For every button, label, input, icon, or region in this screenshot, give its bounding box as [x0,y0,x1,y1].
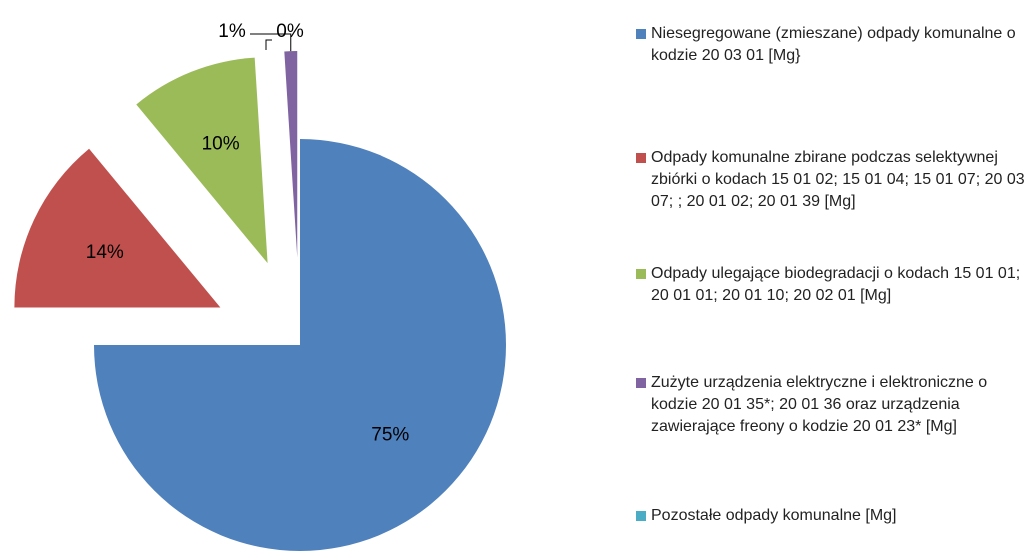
data-label: 14% [86,242,124,263]
pie-slice [94,139,506,551]
legend-entry: Niesegregowane (zmieszane) odpady komuna… [636,23,1024,67]
pie-slice [14,148,221,308]
legend-label: Pozostałe odpady komunalne [Mg] [651,507,897,524]
legend-label: Zużyte urządzenia elektryczne i elektron… [651,374,988,435]
data-label: 10% [202,133,240,154]
legend-entry: Zużyte urządzenia elektryczne i elektron… [636,372,1024,438]
pie-slice [284,51,298,258]
legend-entry: Odpady komunalne zbirane podczas selekty… [636,147,1024,213]
legend-swatch [636,29,646,39]
legend-entry: Odpady ulegające biodegradacji o kodach … [636,263,1024,307]
leader-line [265,39,272,50]
pie-slice [136,57,268,264]
data-label: 1% [218,21,246,42]
legend-label: Odpady ulegające biodegradacji o kodach … [651,265,1021,304]
legend-label: Odpady komunalne zbirane podczas selekty… [651,149,1024,210]
leader-line [250,33,292,52]
data-label: 0% [276,21,304,42]
legend-swatch [636,511,646,521]
legend-swatch [636,269,646,279]
legend-label: Niesegregowane (zmieszane) odpady komuna… [651,25,1016,64]
pie-area: 75% 14% 10% 1% 0% [14,21,506,551]
legend-entry: Pozostałe odpady komunalne [Mg] [636,505,1024,527]
legend-swatch [636,153,646,163]
data-label: 75% [371,424,409,445]
legend-swatch [636,378,646,388]
